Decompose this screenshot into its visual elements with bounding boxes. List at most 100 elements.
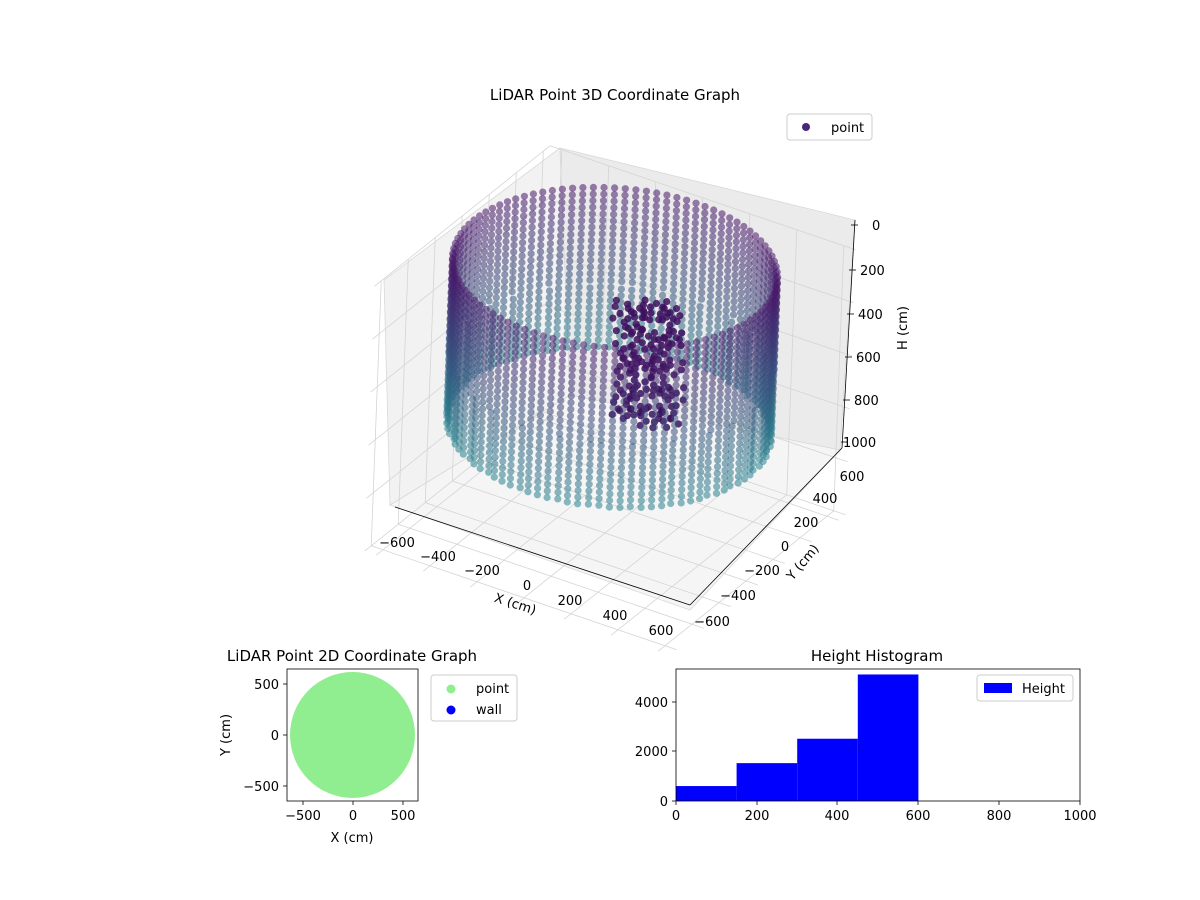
data-point bbox=[651, 403, 659, 411]
data-point bbox=[639, 267, 648, 275]
data-point bbox=[512, 329, 520, 337]
data-point bbox=[746, 464, 754, 472]
data-point bbox=[578, 197, 587, 205]
data-point bbox=[737, 289, 745, 297]
data-point bbox=[659, 462, 667, 470]
data-point bbox=[526, 289, 534, 297]
data-point bbox=[663, 356, 671, 364]
data-point bbox=[650, 262, 658, 270]
data-point bbox=[640, 417, 648, 425]
data-point bbox=[597, 250, 606, 258]
data-point bbox=[518, 398, 526, 406]
data-point bbox=[588, 402, 596, 410]
data-point bbox=[708, 252, 716, 260]
data-point bbox=[671, 246, 679, 255]
data-point bbox=[660, 436, 668, 444]
data-point bbox=[585, 297, 594, 305]
data-point bbox=[651, 410, 659, 418]
data-point bbox=[773, 268, 781, 276]
data-point bbox=[731, 383, 739, 391]
legend-swatch-height bbox=[984, 683, 1012, 693]
data-point bbox=[709, 219, 717, 227]
data-point bbox=[734, 472, 743, 480]
y-tick-label: 500 bbox=[254, 678, 279, 693]
data-point bbox=[499, 451, 507, 459]
data-point bbox=[479, 378, 488, 386]
data-point bbox=[679, 302, 687, 310]
data-point bbox=[530, 329, 538, 337]
data-point bbox=[651, 397, 660, 405]
data-point bbox=[744, 267, 753, 275]
data-point bbox=[714, 443, 722, 451]
data-point bbox=[545, 287, 554, 295]
x-tick-label: −500 bbox=[285, 809, 321, 824]
data-point bbox=[733, 337, 741, 345]
data-point bbox=[641, 313, 649, 321]
data-point bbox=[607, 270, 616, 278]
data-point bbox=[765, 247, 773, 255]
data-point bbox=[587, 250, 595, 258]
data-point bbox=[732, 350, 741, 358]
data-point bbox=[714, 322, 722, 330]
data-point bbox=[609, 217, 618, 225]
x-axis-line bbox=[394, 506, 691, 606]
data-point bbox=[536, 411, 545, 419]
data-point bbox=[730, 403, 739, 411]
data-point bbox=[579, 184, 587, 192]
data-point bbox=[739, 353, 747, 361]
data-point bbox=[640, 260, 648, 268]
data-point bbox=[544, 474, 552, 482]
data-point bbox=[575, 467, 583, 475]
data-point bbox=[746, 323, 754, 331]
data-point bbox=[555, 468, 563, 476]
data-point bbox=[511, 215, 519, 223]
data-point bbox=[716, 396, 724, 405]
x-tick-label: 400 bbox=[603, 609, 628, 624]
data-point bbox=[576, 427, 585, 435]
data-point bbox=[619, 231, 628, 239]
data-point bbox=[509, 408, 517, 416]
data-point bbox=[481, 221, 489, 229]
data-point bbox=[683, 196, 691, 204]
data-point bbox=[638, 483, 646, 492]
data-point bbox=[626, 503, 634, 511]
data-point bbox=[599, 203, 607, 211]
data-point bbox=[705, 445, 713, 453]
data-point bbox=[663, 369, 671, 377]
data-point bbox=[473, 367, 482, 375]
data-point bbox=[509, 415, 517, 423]
data-point bbox=[596, 481, 604, 489]
data-point bbox=[486, 264, 494, 272]
data-point bbox=[722, 426, 731, 435]
data-point bbox=[589, 203, 597, 211]
data-point bbox=[566, 425, 574, 433]
data-point bbox=[595, 309, 603, 317]
data-point bbox=[696, 316, 704, 324]
data-point bbox=[652, 390, 660, 398]
data-point bbox=[622, 344, 630, 353]
data-point bbox=[703, 478, 712, 486]
data-point bbox=[651, 229, 659, 237]
data-point bbox=[752, 312, 760, 320]
data-point bbox=[473, 374, 481, 382]
data-point bbox=[671, 414, 679, 422]
data-point bbox=[757, 308, 765, 316]
data-point bbox=[722, 440, 730, 448]
data-point bbox=[640, 437, 648, 445]
data-point bbox=[547, 233, 555, 241]
data-point bbox=[608, 257, 616, 265]
data-point bbox=[761, 303, 770, 311]
data-point bbox=[547, 394, 555, 402]
y-axis-line bbox=[689, 447, 843, 606]
data-point bbox=[477, 445, 485, 453]
data-point bbox=[663, 191, 671, 199]
data-point bbox=[733, 218, 741, 226]
data-point bbox=[698, 435, 706, 443]
data-point bbox=[671, 401, 679, 409]
data-point bbox=[520, 192, 529, 200]
data-point bbox=[478, 294, 487, 302]
data-point bbox=[501, 257, 509, 265]
data-point bbox=[689, 279, 697, 287]
data-point bbox=[687, 325, 695, 333]
data-point bbox=[668, 453, 677, 461]
